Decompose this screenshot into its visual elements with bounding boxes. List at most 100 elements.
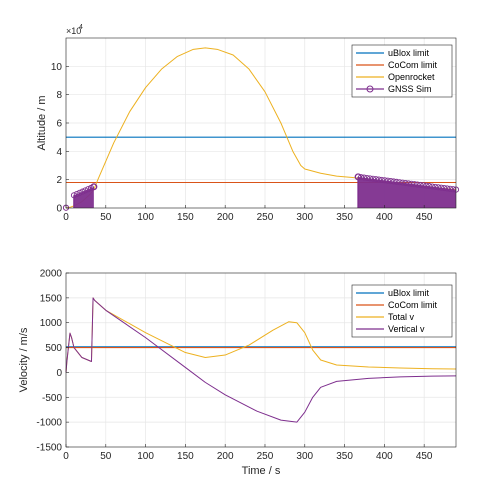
- altitude-legend-label-cocom-limit: CoCom limit: [388, 60, 438, 70]
- altitude-x-tick-label-250: 250: [257, 212, 274, 223]
- altitude-series-gnss-sim-marker: [381, 177, 388, 184]
- altitude-legend-marker-gnss-sim: [366, 85, 374, 93]
- altitude-x-ticks: 0 50 100 150 200 250 300 350 400 450: [63, 205, 433, 223]
- altitude-series-gnss-sim-marker: [411, 181, 418, 188]
- velocity-x-ticks: 0 50 100 150 200 250 300 350 400 450: [63, 444, 433, 462]
- altitude-y-label: Altitude / m: [36, 95, 48, 150]
- velocity-legend-label-vertical-v: Vertical v: [388, 324, 425, 334]
- altitude-y-ticks: 0 2 4 6 8 10: [51, 62, 69, 215]
- altitude-series-gnss-sim-marker: [372, 176, 379, 183]
- altitude-series: [62, 47, 460, 211]
- altitude-legend-entry-openrocket: Openrocket: [356, 72, 435, 82]
- velocity-legend-entry-cocom-limit: CoCom limit: [356, 300, 438, 310]
- altitude-exponent-power: 4: [79, 24, 83, 31]
- altitude-series-gnss-sim: [62, 173, 460, 211]
- altitude-series-gnss-sim-edge-marker-1: [354, 173, 362, 181]
- altitude-series-gnss-sim-marker: [396, 179, 403, 186]
- altitude-series-gnss-sim-marker: [378, 176, 385, 183]
- velocity-y-tick-label-500: 500: [45, 343, 62, 354]
- velocity-legend-label-total-v: Total v: [388, 312, 415, 322]
- altitude-series-gnss-sim-marker: [70, 192, 78, 199]
- velocity-x-tick-label-300: 300: [296, 451, 313, 462]
- altitude-series-gnss-sim-marker: [390, 178, 397, 185]
- velocity-legend-label-ublox-limit: uBlox limit: [388, 288, 430, 298]
- altitude-legend: uBlox limit CoCom limit Openrocket GNSS Sim: [351, 44, 453, 98]
- velocity-y-tick-label-1000: 1000: [40, 318, 63, 329]
- altitude-legend-label-ublox-limit: uBlox limit: [388, 48, 430, 58]
- altitude-series-gnss-sim-marker: [363, 174, 371, 182]
- velocity-legend: uBlox limit CoCom limit Total v Vertical v: [351, 284, 453, 338]
- altitude-series-gnss-sim-marker: [423, 182, 430, 189]
- velocity-y-tick-label-0: 0: [56, 368, 62, 379]
- altitude-series-gnss-sim-marker: [76, 189, 83, 196]
- altitude-series-gnss-sim-marker: [402, 179, 409, 187]
- velocity-y-label: Velocity / m/s: [18, 327, 30, 392]
- altitude-y-tick-label-8: 8: [56, 90, 62, 101]
- altitude-legend-label-openrocket: Openrocket: [388, 72, 435, 82]
- altitude-series-gnss-sim-marker: [85, 186, 92, 193]
- altitude-series-gnss-sim-edge-marker-0: [90, 183, 98, 191]
- velocity-series: [65, 297, 457, 423]
- altitude-series-gnss-sim-marker: [441, 184, 448, 192]
- altitude-series-gnss-sim-marker: [438, 184, 445, 191]
- altitude-series-gnss-sim-marker: [405, 180, 412, 187]
- velocity-x-tick-label-450: 450: [416, 451, 433, 462]
- altitude-series-gnss-sim-marker: [417, 181, 424, 188]
- altitude-y-tick-label-10: 10: [51, 62, 63, 73]
- altitude-legend-box: [351, 44, 453, 98]
- velocity-x-tick-label-250: 250: [257, 451, 274, 462]
- velocity-x-label: Time / s: [242, 465, 281, 477]
- velocity-series-vertical-v: [65, 297, 457, 423]
- velocity-y-tick-label--1000: -1000: [36, 418, 62, 429]
- velocity-y-tick-label--500: -500: [42, 393, 62, 404]
- altitude-series-gnss-sim-marker: [432, 183, 439, 190]
- velocity-legend-box: [351, 284, 453, 338]
- altitude-legend-entry-cocom-limit: CoCom limit: [356, 60, 438, 70]
- altitude-y-tick-label-6: 6: [56, 119, 62, 130]
- velocity-legend-entry-vertical-v: Vertical v: [356, 324, 425, 334]
- altitude-series-gnss-sim-marker: [435, 184, 442, 191]
- altitude-x-tick-label-100: 100: [137, 212, 154, 223]
- altitude-series-gnss-sim-marker: [420, 182, 427, 189]
- altitude-series-gnss-sim-marker: [399, 179, 406, 186]
- velocity-x-tick-label-50: 50: [100, 451, 112, 462]
- altitude-series-gnss-sim-marker: [414, 181, 421, 188]
- velocity-chart: 0 50 100 150 200 250 300 350 400 450 -1500 -1000 -5…: [18, 269, 457, 477]
- velocity-x-tick-label-0: 0: [63, 451, 69, 462]
- altitude-series-gnss-sim-marker: [358, 174, 365, 181]
- altitude-series-gnss-sim-marker: [82, 187, 89, 194]
- altitude-series-gnss-sim-marker: [79, 188, 86, 195]
- altitude-series-gnss-sim-marker: [73, 190, 80, 198]
- velocity-y-tick-label-1500: 1500: [40, 293, 63, 304]
- velocity-x-tick-label-100: 100: [137, 451, 154, 462]
- altitude-series-gnss-sim-marker: [384, 177, 391, 184]
- altitude-legend-label-gnss-sim: GNSS Sim: [388, 84, 432, 94]
- altitude-y-tick-label-2: 2: [56, 175, 62, 186]
- altitude-series-gnss-sim-marker: [375, 176, 382, 183]
- velocity-legend-label-cocom-limit: CoCom limit: [388, 300, 438, 310]
- altitude-x-tick-label-0: 0: [63, 212, 69, 223]
- altitude-y-tick-label-4: 4: [56, 147, 62, 158]
- altitude-series-gnss-sim-region-1: [358, 176, 456, 208]
- altitude-series-gnss-sim-marker: [387, 178, 394, 185]
- altitude-series-gnss-sim-marker: [447, 185, 454, 192]
- altitude-exponent-base: ×10: [66, 26, 81, 36]
- altitude-x-tick-label-150: 150: [177, 212, 194, 223]
- altitude-series-gnss-sim-marker: [393, 178, 400, 185]
- velocity-axes-box: [65, 272, 457, 448]
- altitude-legend-entry-gnss-sim: GNSS Sim: [356, 84, 432, 94]
- altitude-x-tick-label-350: 350: [336, 212, 353, 223]
- altitude-x-tick-label-200: 200: [217, 212, 234, 223]
- velocity-x-tick-label-350: 350: [336, 451, 353, 462]
- altitude-series-gnss-sim-marker: [366, 175, 374, 182]
- velocity-legend-entry-total-v: Total v: [356, 312, 415, 322]
- altitude-series-gnss-sim-marker: [449, 186, 457, 193]
- velocity-x-tick-label-200: 200: [217, 451, 234, 462]
- altitude-legend-entry-ublox-limit: uBlox limit: [356, 48, 430, 58]
- altitude-series-gnss-sim-marker: [429, 183, 436, 190]
- altitude-x-tick-label-300: 300: [296, 212, 313, 223]
- velocity-y-ticks: -1500 -1000 -500 0 500 1000 1500 2000: [36, 269, 69, 454]
- altitude-series-gnss-sim-marker: [408, 180, 415, 187]
